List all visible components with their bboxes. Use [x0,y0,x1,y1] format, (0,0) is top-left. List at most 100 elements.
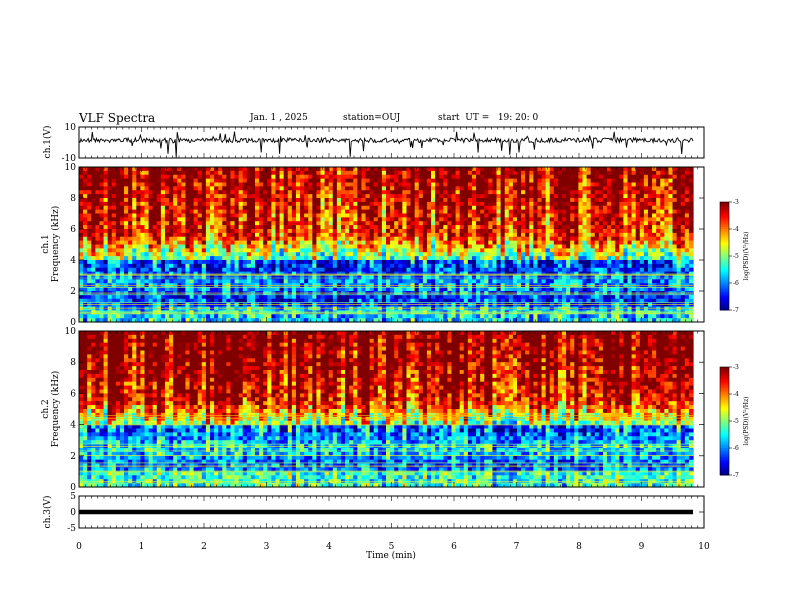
spectrogram-cell [635,167,641,172]
spectrogram-cell [398,263,403,269]
spectrogram-cell [312,221,318,226]
spectrogram-cell [173,194,178,199]
spectrogram-cell [324,178,330,184]
spectrogram-cell [259,201,264,207]
spectrogram-cell [193,170,199,176]
spectrogram-cell [443,240,448,246]
spectrogram-cell [365,229,371,234]
spectrogram-cell [136,225,141,230]
spectrogram-cell [553,182,559,187]
spectrogram-cell [132,221,137,226]
spectrogram-cell [173,279,178,284]
spectrogram-cell [647,221,653,226]
spectrogram-cell [345,213,350,218]
spectrogram-cell [484,287,489,292]
spectrogram-cell [529,174,534,180]
spectrogram-cell [222,232,227,238]
spectrogram-cell [259,267,264,273]
spectrogram-cell [259,167,264,172]
spectrogram-cell [87,201,92,207]
spectrogram-cell [525,248,530,253]
spectrogram-cell [361,267,367,273]
spectrogram-cell [635,174,641,180]
spectrogram-cell [357,209,363,215]
spectrogram-cell [688,287,694,292]
spectrogram-cell [328,240,334,246]
spectrogram-cell [459,260,465,265]
spectrogram-cell [353,225,358,230]
spectrogram-cell [103,256,109,261]
spectrogram-cell [394,279,399,284]
spectrogram-cell [99,252,105,257]
spectrogram-cell [611,267,616,273]
spectrogram-cell [377,229,383,234]
spectrogram-cell [529,244,534,249]
spectrogram-cell [570,225,575,230]
spectrogram-cell [320,240,326,246]
spectrogram-cell [103,190,109,195]
spectrogram-cell [332,232,338,238]
spectrogram-cell [598,287,604,292]
spectrogram-cell [377,252,383,257]
spectrogram-cell [83,267,88,273]
spectrogram-cell [328,167,334,172]
spectrogram-cell [340,232,346,238]
spectrogram-cell [455,213,461,218]
spectrogram-cell [185,256,191,261]
spectrogram-cell [406,279,412,284]
spectrogram-cell [267,225,272,230]
spectrogram-cell [205,221,211,226]
spectrogram-cell [119,178,125,184]
spectrogram-cell [422,248,428,253]
spectrogram-cell [615,190,620,195]
spectrogram-cell [647,201,653,207]
spectrogram-cell [496,256,502,261]
spectrogram-cell [144,194,150,199]
spectrogram-cell [635,236,641,242]
spectrogram-cell [631,263,637,269]
spectrogram-cell [455,225,461,230]
spectrogram-cell [103,225,109,230]
spectrogram-cell [500,205,506,211]
spectrogram-cell [643,190,649,195]
spectrogram-cell [377,167,383,172]
spectrogram-cell [594,229,600,234]
spectrogram-cell [136,198,141,203]
spectrogram-cell [349,194,354,199]
spectrogram-cell [169,294,174,300]
spectrogram-cell [336,209,342,215]
spectrogram-cell [439,225,444,230]
spectrogram-cell [324,186,330,191]
spectrogram-cell [463,178,469,184]
spectrogram-cell [431,209,436,215]
spectrogram-cell [631,205,637,211]
spectrogram-cell [672,279,678,284]
spectrogram-cell [140,194,146,199]
spectrogram-cell [324,198,330,203]
spectrogram-cell [476,225,481,230]
spectrogram-cell [602,248,608,253]
spectrogram-cell [635,194,641,199]
spectrogram-cell [467,256,473,261]
spectrogram-cell [373,182,379,187]
spectrogram-cell [480,244,485,249]
spectrogram-cell [197,232,203,238]
spectrogram-cell [582,182,588,187]
spectrogram-cell [95,221,101,226]
spectrogram-cell [197,267,203,273]
spectrogram-cell [275,263,281,269]
spectrogram-cell [431,178,436,184]
spectrogram-cell [271,287,277,292]
spectrogram-cell [295,221,301,226]
spectrogram-cell [455,194,461,199]
spectrogram-cell [537,205,543,211]
spectrogram-cell [545,260,551,265]
spectrogram-cell [369,209,375,215]
spectrogram-cell [250,201,256,207]
spectrogram-cell [647,182,653,187]
spectrogram-cell [672,240,678,246]
spectrogram-cell [680,198,686,203]
spectrogram-cell [185,248,191,253]
spectrogram-cell [91,260,96,265]
spectrogram-cell [422,260,428,265]
